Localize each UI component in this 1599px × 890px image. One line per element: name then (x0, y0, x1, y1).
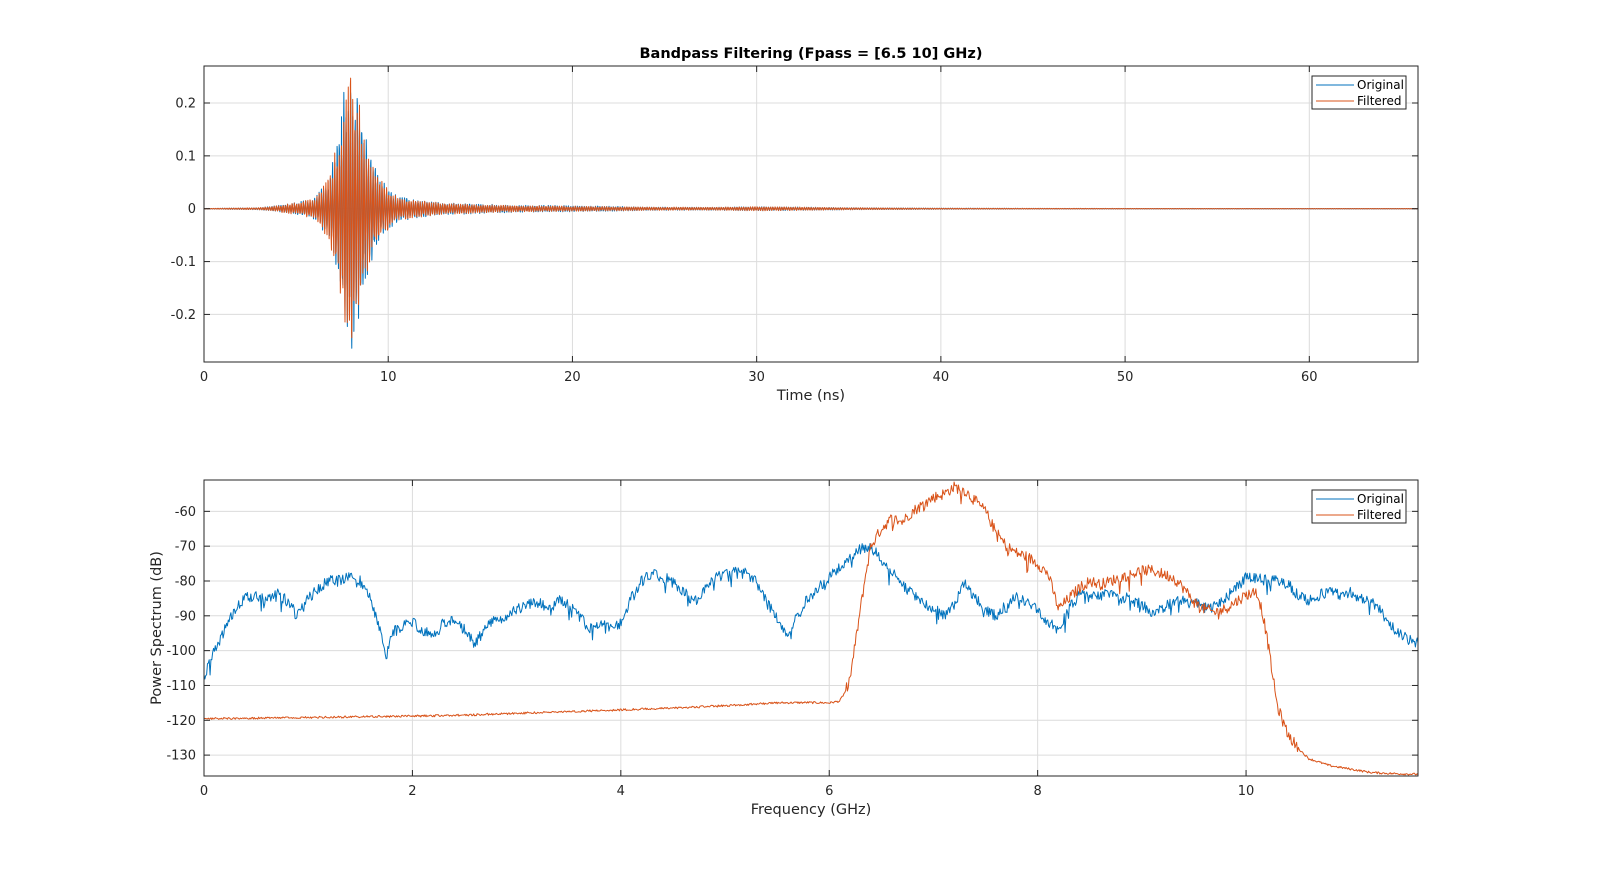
x-tick-label: 50 (1117, 370, 1134, 385)
y-tick-label: -130 (166, 749, 196, 764)
legend-label: Filtered (1357, 94, 1401, 108)
x-tick-label: 2 (408, 784, 416, 799)
y-tick-label: -90 (175, 609, 196, 624)
x-tick-label: 40 (933, 370, 950, 385)
plot-area (204, 480, 1418, 776)
legend-label: Original (1357, 492, 1404, 506)
legend: Original Filtered (1311, 75, 1407, 110)
x-axis-label: Frequency (GHz) (751, 802, 872, 818)
y-tick-label: -0.1 (171, 255, 196, 270)
x-tick-label: 0 (200, 370, 208, 385)
x-tick-label: 10 (380, 370, 397, 385)
series-group (204, 77, 1418, 349)
x-tick-label: 8 (1034, 784, 1042, 799)
series-line-filtered (204, 77, 1418, 339)
chart-title: Bandpass Filtering (Fpass = [6.5 10] GHz… (639, 46, 982, 62)
y-tick-label: -120 (166, 714, 196, 729)
x-tick-label: 20 (564, 370, 581, 385)
legend-label: Original (1357, 78, 1404, 92)
time-axes: 0 10 20 30 40 50 60 0.2 0.1 0 -0.1 -0.2 Time (ns) Ban… (171, 46, 1419, 404)
y-tick-label: -100 (166, 644, 196, 659)
y-tick-label: -110 (166, 679, 196, 694)
legend-box (1311, 489, 1407, 524)
y-tick-label: -0.2 (171, 308, 196, 323)
x-tick-label: 60 (1301, 370, 1318, 385)
x-tick-label: 6 (825, 784, 833, 799)
legend-box (1311, 75, 1407, 110)
x-tick-label: 10 (1238, 784, 1255, 799)
y-tick-label: -70 (175, 540, 196, 555)
y-tick-label: 0 (188, 202, 196, 217)
x-axis-label: Time (ns) (776, 388, 845, 404)
spectrum-axes: 0 2 4 6 8 10 -60 -70 -80 -90 -100 -110 -120 -130 Frequ… (149, 479, 1419, 818)
x-tick-label: 0 (200, 784, 208, 799)
axes-box (203, 479, 1419, 777)
series-line-original (204, 543, 1418, 680)
x-tick-label: 30 (748, 370, 765, 385)
y-tick-label: -80 (175, 574, 196, 589)
legend: Original Filtered (1311, 489, 1407, 524)
y-axis-label: Power Spectrum (dB) (149, 551, 165, 705)
y-tick-label: 0.1 (175, 149, 196, 164)
legend-label: Filtered (1357, 508, 1401, 522)
y-tick-label: 0.2 (175, 97, 196, 112)
series-line-filtered (204, 481, 1418, 776)
y-tick-label: -60 (175, 505, 196, 520)
axes-box (203, 65, 1419, 363)
x-tick-label: 4 (617, 784, 625, 799)
series-group (204, 481, 1418, 776)
